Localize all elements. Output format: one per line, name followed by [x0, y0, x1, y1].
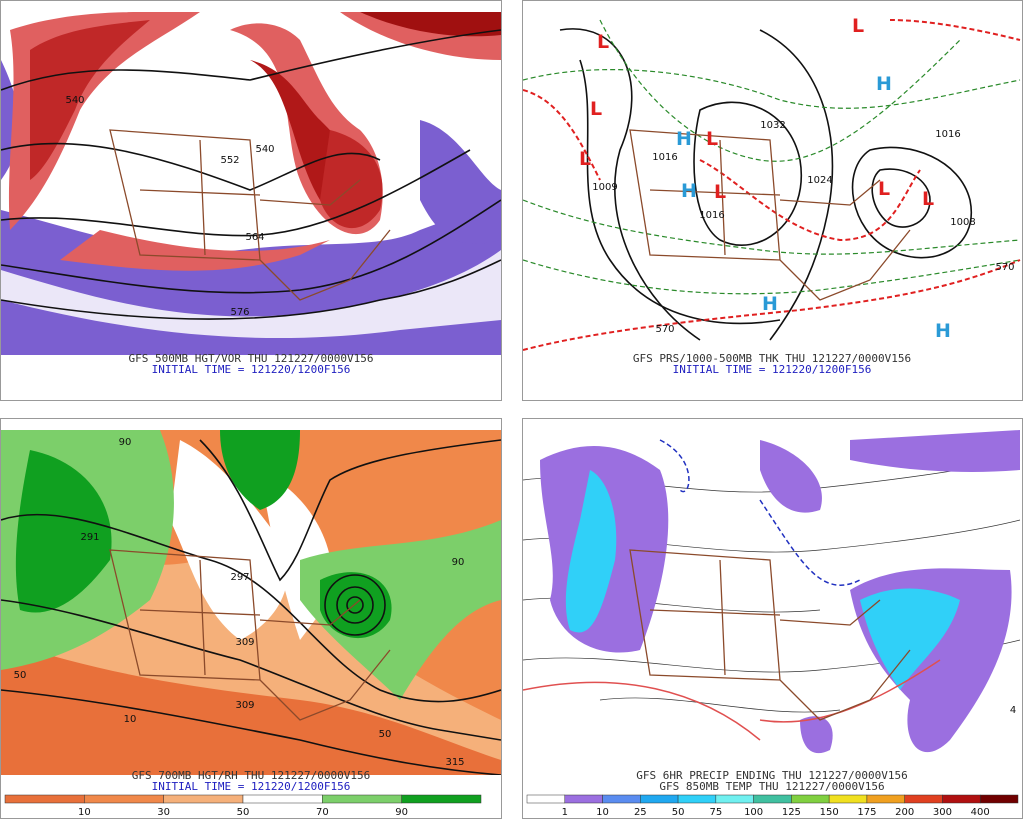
contour-label: 50	[379, 729, 392, 740]
high-center: H	[762, 293, 778, 315]
contour-label: 540	[255, 144, 274, 155]
colorbar-swatch	[84, 794, 164, 804]
colorbar-swatch	[564, 794, 603, 804]
colorbar-label: 30	[157, 807, 170, 818]
colorbar-label: 10	[78, 807, 91, 818]
contour-label: 10	[124, 714, 137, 725]
map-caption: INITIAL TIME = 121220/1200F156	[673, 363, 872, 376]
contour-label: 570	[995, 262, 1014, 273]
contour-label: 50	[14, 670, 27, 681]
low-center: L	[597, 31, 609, 53]
colorbar-label: 75	[709, 807, 722, 818]
high-center: H	[676, 128, 692, 150]
contour-label: 90	[119, 437, 132, 448]
contour-label: 309	[235, 637, 254, 648]
contour-label: 540	[65, 95, 84, 106]
map-caption: GFS PRS/1000-500MB THK THU 121227/0000V1…	[633, 352, 911, 365]
colorbar-label: 50	[237, 807, 250, 818]
colorbar-swatch	[602, 794, 641, 804]
map-700mb	[1, 430, 501, 775]
map-500mb	[1, 12, 501, 355]
colorbar-swatch	[242, 794, 323, 804]
colorbar-swatch	[677, 794, 717, 804]
low-center: L	[706, 128, 718, 150]
colorbar-swatch	[942, 794, 981, 804]
colorbar-swatch	[866, 794, 905, 804]
low-center: L	[878, 178, 890, 200]
high-center: H	[935, 320, 951, 342]
colorbar-label: 125	[782, 807, 801, 818]
contour-label: 315	[445, 757, 464, 768]
map-caption: GFS 6HR PRECIP ENDING THU 121227/0000V15…	[636, 769, 908, 782]
contour-label: 90	[452, 557, 465, 568]
map-caption: INITIAL TIME = 121220/1200F156	[152, 363, 351, 376]
high-center: H	[681, 180, 697, 202]
contour-label: 4	[1010, 705, 1016, 716]
colorbar-swatch	[828, 794, 868, 804]
contour-label: 1016	[935, 129, 960, 140]
contour-label: 552	[220, 155, 239, 166]
colorbar-swatch	[526, 794, 566, 804]
colorbar-label: 70	[316, 807, 329, 818]
colorbar-label: 100	[744, 807, 763, 818]
colorbar-swatch	[791, 794, 830, 804]
low-center: L	[852, 15, 864, 37]
contour-label: 1009	[592, 182, 617, 193]
map-caption: GFS 700MB HGT/RH THU 121227/0000V156	[132, 769, 370, 782]
colorbar-swatch	[322, 794, 402, 804]
colorbar-label: 90	[395, 807, 408, 818]
low-center: L	[590, 98, 602, 120]
contour-label: 564	[245, 232, 264, 243]
colorbar-label: 25	[634, 807, 647, 818]
colorbar-swatch	[4, 794, 85, 804]
contour-label: 576	[230, 307, 249, 318]
contour-label: 309	[235, 700, 254, 711]
contour-label: 297	[230, 572, 249, 583]
colorbar-swatch	[979, 794, 1019, 804]
colorbar-label: 50	[672, 807, 685, 818]
low-center: L	[922, 188, 934, 210]
colorbar-label: 10	[596, 807, 609, 818]
high-center: H	[876, 73, 892, 95]
map-pressure	[523, 12, 1021, 355]
colorbar-swatch	[904, 794, 943, 804]
colorbar-label: 200	[895, 807, 914, 818]
colorbar-swatch	[401, 794, 482, 804]
colorbar-swatch	[640, 794, 679, 804]
colorbar-label: 400	[971, 807, 990, 818]
contour-label: 1016	[652, 152, 677, 163]
colorbar-label: 150	[820, 807, 839, 818]
contour-label: 1016	[699, 210, 724, 221]
map-caption: GFS 850MB TEMP THU 121227/0000V156	[659, 780, 884, 793]
low-center: L	[579, 148, 591, 170]
colorbar-label: 175	[857, 807, 876, 818]
map-caption: INITIAL TIME = 121220/1200F156	[152, 780, 351, 793]
map-precip	[523, 430, 1021, 775]
contour-label: 570	[655, 324, 674, 335]
contour-label: 1024	[807, 175, 832, 186]
map-caption: GFS 500MB HGT/VOR THU 121227/0000V156	[128, 352, 373, 365]
colorbar-swatch	[753, 794, 792, 804]
contour-label: 1008	[950, 217, 975, 228]
contour-label: 291	[80, 532, 99, 543]
colorbar-label: 1	[562, 807, 568, 818]
contour-label: 1032	[760, 120, 785, 131]
colorbar-swatch	[163, 794, 244, 804]
low-center: L	[714, 181, 726, 203]
colorbar-label: 300	[933, 807, 952, 818]
colorbar-swatch	[715, 794, 754, 804]
